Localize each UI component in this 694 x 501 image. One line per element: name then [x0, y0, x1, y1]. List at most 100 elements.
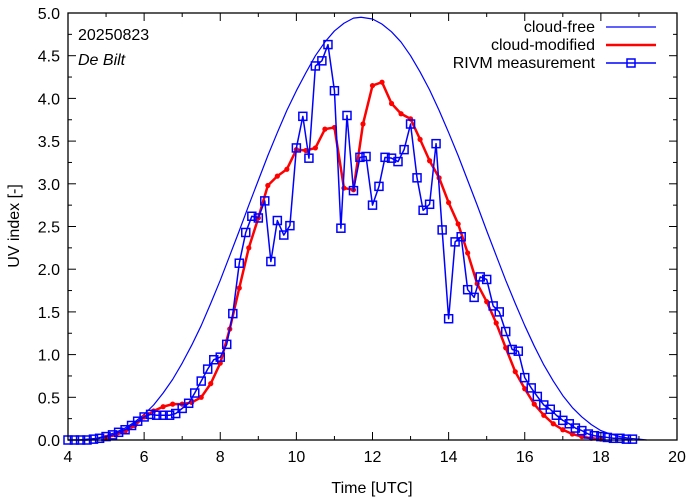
- data-point: [380, 152, 390, 163]
- x-tick-label: 4: [64, 449, 73, 466]
- data-point: [177, 403, 187, 414]
- data-point: [285, 220, 295, 231]
- data-point: [265, 182, 271, 189]
- data-point: [329, 85, 340, 96]
- data-point: [532, 391, 543, 402]
- data-point: [602, 432, 613, 443]
- data-point: [158, 410, 168, 420]
- data-point: [253, 213, 264, 223]
- data-point: [170, 401, 176, 407]
- y-tick-label: 1.0: [38, 348, 60, 365]
- data-point: [541, 412, 547, 418]
- data-point: [348, 185, 359, 196]
- data-point: [560, 427, 566, 433]
- data-point: [208, 381, 214, 387]
- data-point: [336, 223, 346, 233]
- data-point: [526, 383, 536, 393]
- data-point: [189, 388, 200, 398]
- x-axis-label: Time [UTC]: [331, 480, 412, 497]
- data-point: [88, 434, 99, 444]
- data-point: [369, 82, 376, 89]
- data-point: [272, 215, 283, 226]
- plot-frame: [67, 12, 678, 441]
- data-point: [583, 429, 594, 439]
- data-point: [481, 274, 492, 285]
- series-cloud-free: [79, 16, 647, 441]
- data-point: [342, 110, 352, 121]
- x-tick-label: 6: [140, 449, 149, 466]
- data-point: [522, 386, 528, 392]
- data-point: [310, 61, 321, 71]
- data-point: [274, 173, 280, 179]
- data-point: [234, 258, 245, 268]
- legend-entry-cloud-modified: cloud-modified: [491, 37, 656, 54]
- data-point: [209, 354, 219, 365]
- data-point: [608, 433, 619, 444]
- annotation-date: 20250823: [78, 27, 149, 44]
- data-point: [246, 245, 252, 251]
- data-point: [322, 126, 328, 132]
- data-point: [361, 151, 371, 162]
- legend-entry-rivm-measurement: RIVM measurement: [453, 55, 656, 72]
- data-point: [475, 272, 485, 282]
- y-tick-label: 4.0: [38, 91, 60, 108]
- data-point: [151, 410, 162, 420]
- data-point: [462, 284, 473, 295]
- data-point: [545, 404, 556, 415]
- data-point: [236, 285, 242, 291]
- x-tick-label: 18: [592, 449, 610, 466]
- data-point: [215, 352, 225, 362]
- data-point: [488, 301, 498, 311]
- data-point: [412, 173, 422, 183]
- data-point: [513, 346, 524, 356]
- legend-label-cloud-modified: cloud-modified: [491, 37, 595, 54]
- y-tick-label: 1.5: [38, 305, 60, 322]
- data-point: [455, 221, 461, 227]
- data-point: [531, 401, 537, 407]
- data-point: [388, 100, 395, 107]
- legend: cloud-free cloud-modified RIVM measureme…: [453, 19, 656, 72]
- data-point: [417, 136, 423, 142]
- data-point: [627, 434, 638, 444]
- data-point: [512, 369, 518, 375]
- data-point: [456, 231, 466, 242]
- series-line: [79, 16, 647, 441]
- data-point: [284, 166, 290, 172]
- data-point: [317, 56, 327, 66]
- data-point: [437, 225, 447, 235]
- legend-marker-square-icon: [626, 58, 636, 68]
- y-axis-label: UV index [-]: [6, 184, 23, 268]
- data-point: [341, 185, 347, 191]
- data-point: [450, 237, 460, 247]
- data-point: [196, 376, 206, 386]
- data-point: [107, 430, 118, 440]
- data-point: [113, 427, 124, 438]
- data-point: [228, 308, 238, 319]
- data-point: [500, 326, 511, 337]
- data-point: [615, 433, 625, 444]
- ticks: 4 6 8 10 12 14 16 18 20 0.0 0.5 1.0 1.5 2.0 2.5 3.0 3.5 4…: [38, 6, 686, 466]
- data-point: [291, 143, 302, 153]
- data-point: [304, 153, 314, 163]
- series-rivm-measurement: [63, 39, 638, 445]
- data-point: [160, 404, 166, 410]
- y-tick-label: 3.5: [38, 134, 60, 151]
- x-tick-label: 10: [287, 449, 305, 466]
- data-point: [170, 408, 181, 419]
- data-point: [484, 299, 490, 305]
- data-point: [374, 181, 384, 192]
- data-point: [493, 320, 499, 326]
- legend-entry-cloud-free: cloud-free: [524, 19, 656, 36]
- data-point: [241, 227, 251, 238]
- data-point: [145, 409, 156, 420]
- data-point: [164, 410, 175, 420]
- series-cloud-modified: [103, 79, 604, 442]
- data-point: [202, 364, 213, 374]
- data-point: [550, 421, 556, 427]
- data-point: [465, 250, 471, 256]
- data-point: [367, 200, 378, 210]
- data-point: [570, 423, 581, 433]
- data-point: [279, 230, 289, 240]
- data-point: [221, 339, 232, 350]
